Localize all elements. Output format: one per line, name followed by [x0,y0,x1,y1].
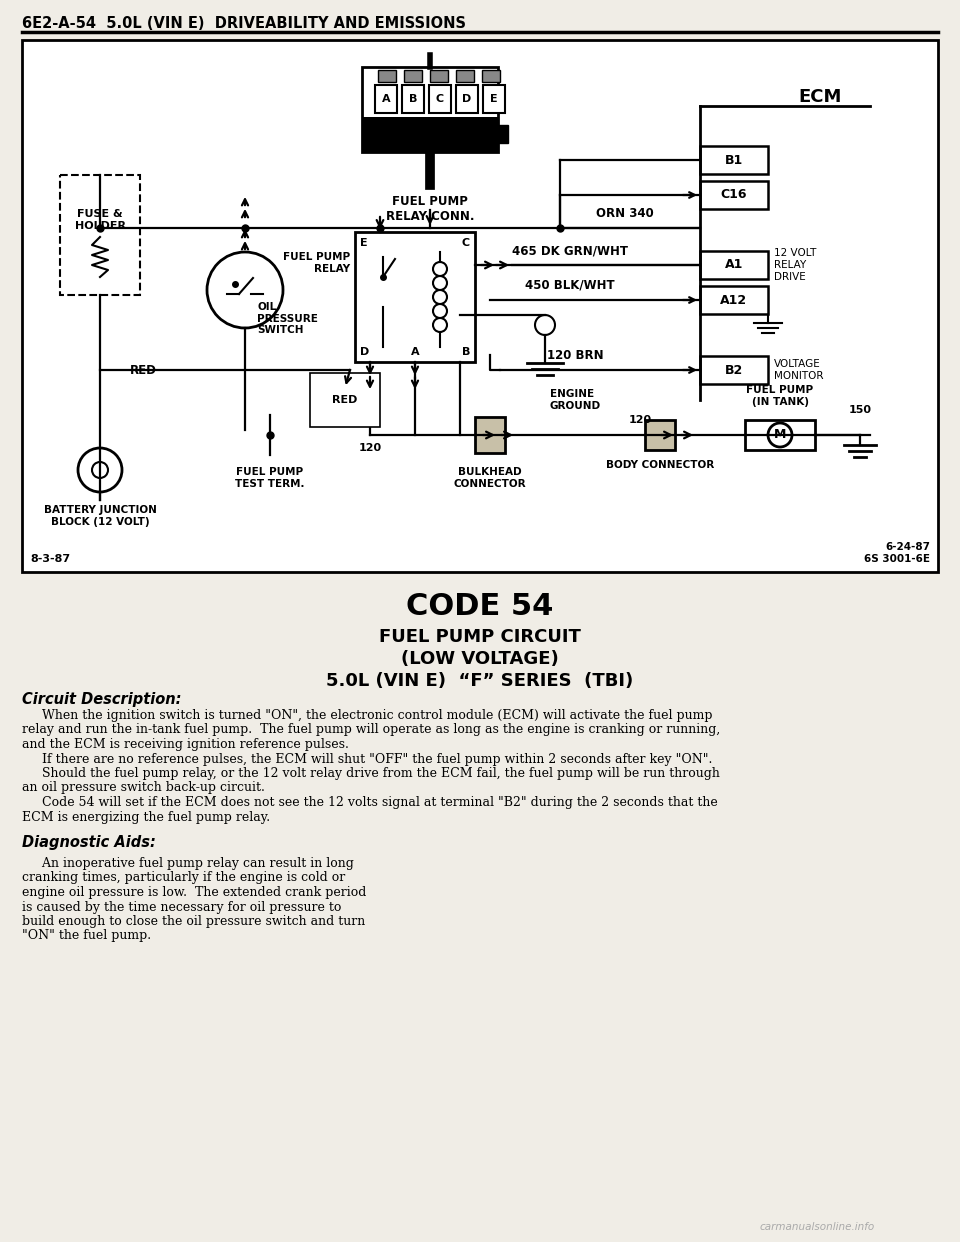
Bar [22,40,938,573]
Text: B: B [462,347,470,356]
Bar [456,84,478,113]
Text: 120: 120 [629,415,652,425]
Bar [645,420,675,450]
Bar [700,286,768,314]
Text: VOLTAGE
MONITOR: VOLTAGE MONITOR [774,359,824,381]
Text: relay and run the in-tank fuel pump.  The fuel pump will operate as long as the : relay and run the in-tank fuel pump. The… [22,724,720,737]
Circle shape [768,424,792,447]
Bar [375,84,397,113]
Text: FUEL PUMP
(IN TANK): FUEL PUMP (IN TANK) [747,385,813,407]
Bar [378,70,396,82]
Bar [482,70,500,82]
Text: OIL
PRESSURE
SWITCH: OIL PRESSURE SWITCH [257,302,318,335]
Text: D: D [360,347,370,356]
Text: 6E2-A-54  5.0L (VIN E)  DRIVEABILITY AND EMISSIONS: 6E2-A-54 5.0L (VIN E) DRIVEABILITY AND E… [22,16,466,31]
Text: 12 VOLT
RELAY
DRIVE: 12 VOLT RELAY DRIVE [774,248,816,282]
Circle shape [535,315,555,335]
Bar [362,67,498,152]
Text: 150: 150 [849,405,872,415]
Text: 465 DK GRN/WHT: 465 DK GRN/WHT [512,243,628,257]
Circle shape [78,448,122,492]
Text: 450 BLK/WHT: 450 BLK/WHT [525,279,614,292]
Text: CODE 54: CODE 54 [406,592,554,621]
Bar [498,125,508,143]
Text: E: E [491,94,498,104]
Text: BATTERY JUNCTION
BLOCK (12 VOLT): BATTERY JUNCTION BLOCK (12 VOLT) [43,505,156,527]
Text: C: C [436,94,444,104]
Text: RED: RED [130,364,156,376]
Text: Code 54 will set if the ECM does not see the 12 volts signal at terminal "B2" du: Code 54 will set if the ECM does not see… [22,796,718,809]
Text: BULKHEAD
CONNECTOR: BULKHEAD CONNECTOR [454,467,526,488]
Text: BODY CONNECTOR: BODY CONNECTOR [606,460,714,469]
Text: FUEL PUMP CIRCUIT: FUEL PUMP CIRCUIT [379,628,581,646]
Text: carmanualsonline.info: carmanualsonline.info [759,1222,875,1232]
Text: When the ignition switch is turned "ON", the electronic control module (ECM) wil: When the ignition switch is turned "ON",… [22,709,712,722]
Text: FUSE &
HOLDER: FUSE & HOLDER [75,209,126,231]
Text: an oil pressure switch back-up circuit.: an oil pressure switch back-up circuit. [22,781,265,795]
Text: A: A [382,94,391,104]
Text: E: E [360,238,368,248]
Text: If there are no reference pulses, the ECM will shut "OFF" the fuel pump within 2: If there are no reference pulses, the EC… [22,753,712,765]
Text: ECM is energizing the fuel pump relay.: ECM is energizing the fuel pump relay. [22,811,270,823]
Text: 120 BRN: 120 BRN [546,349,603,361]
Bar [60,175,140,296]
Circle shape [92,462,108,478]
Bar [430,70,448,82]
Text: ORN 340: ORN 340 [596,207,654,220]
Text: ECM: ECM [799,88,842,106]
Bar [700,356,768,384]
Bar [745,420,815,450]
Text: FUEL PUMP
RELAY: FUEL PUMP RELAY [283,252,350,273]
Bar [402,84,424,113]
Text: D: D [463,94,471,104]
Text: ENGINE
GROUND: ENGINE GROUND [550,389,601,411]
Bar [700,147,768,174]
Text: M: M [774,428,786,441]
Text: FUEL PUMP
TEST TERM.: FUEL PUMP TEST TERM. [235,467,304,488]
Text: Should the fuel pump relay, or the 12 volt relay drive from the ECM fail, the fu: Should the fuel pump relay, or the 12 vo… [22,768,720,780]
Text: RED: RED [332,395,358,405]
Text: B: B [409,94,418,104]
Text: C: C [462,238,470,248]
Text: 6-24-87
6S 3001-6E: 6-24-87 6S 3001-6E [864,543,930,564]
Text: is caused by the time necessary for oil pressure to: is caused by the time necessary for oil … [22,900,342,914]
Text: Circuit Description:: Circuit Description: [22,692,181,707]
Bar [483,84,505,113]
Bar [429,84,451,113]
Text: engine oil pressure is low.  The extended crank period: engine oil pressure is low. The extended… [22,886,367,899]
Bar [700,181,768,209]
Text: (LOW VOLTAGE): (LOW VOLTAGE) [401,650,559,668]
Text: An inoperative fuel pump relay can result in long: An inoperative fuel pump relay can resul… [22,857,354,869]
Bar [456,70,474,82]
Bar [700,251,768,279]
Bar [475,417,505,453]
Text: "ON" the fuel pump.: "ON" the fuel pump. [22,929,151,943]
Text: 8-3-87: 8-3-87 [30,554,70,564]
Text: build enough to close the oil pressure switch and turn: build enough to close the oil pressure s… [22,915,365,928]
Text: A: A [411,347,420,356]
Text: B1: B1 [725,154,743,166]
Bar [362,117,498,152]
Text: A1: A1 [725,258,743,272]
Text: 120: 120 [358,443,381,453]
Text: FUEL PUMP
RELAY CONN.: FUEL PUMP RELAY CONN. [386,195,474,224]
Circle shape [207,252,283,328]
Text: and the ECM is receiving ignition reference pulses.: and the ECM is receiving ignition refere… [22,738,348,751]
Bar [355,232,475,361]
Text: 5.0L (VIN E)  “F” SERIES  (TBI): 5.0L (VIN E) “F” SERIES (TBI) [326,672,634,691]
Text: C16: C16 [721,189,747,201]
Text: cranking times, particularly if the engine is cold or: cranking times, particularly if the engi… [22,872,346,884]
Text: A12: A12 [720,293,748,307]
Bar [404,70,422,82]
Text: Diagnostic Aids:: Diagnostic Aids: [22,835,156,850]
Text: B2: B2 [725,364,743,376]
